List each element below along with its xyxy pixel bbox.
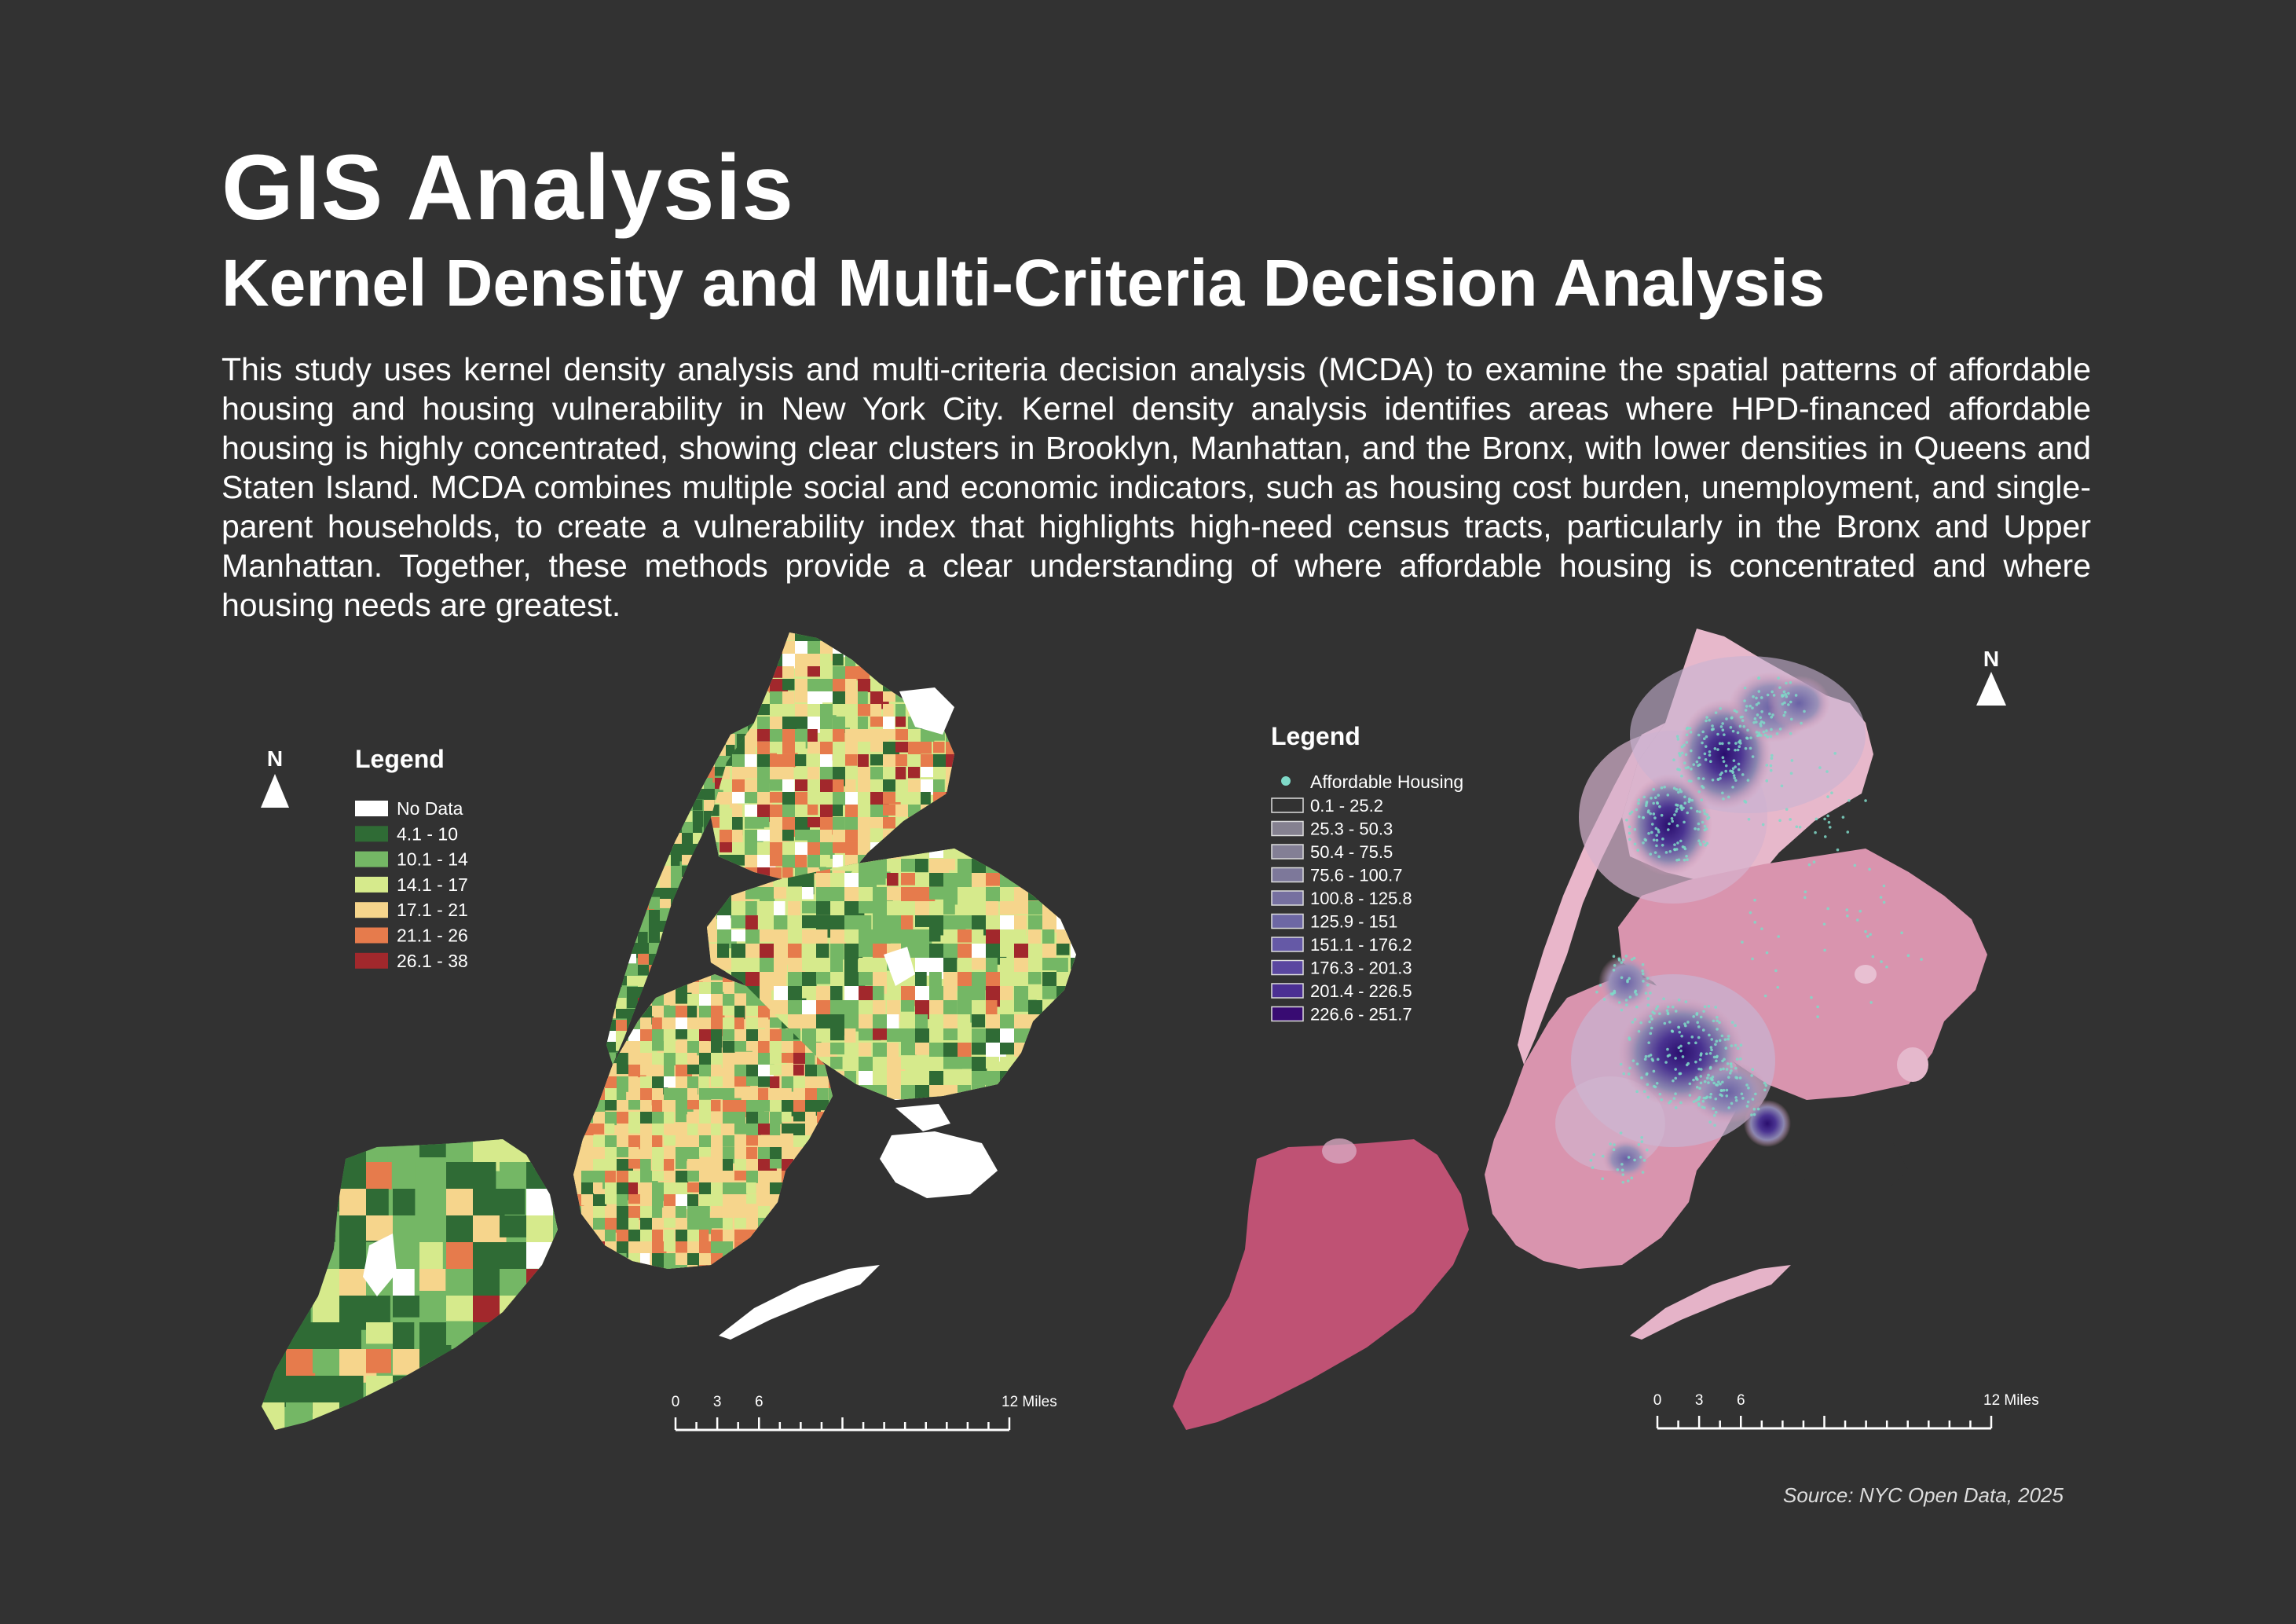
mcda-legend-label: No Data: [397, 798, 463, 819]
kernel-legend-label: 0.1 - 25.2: [1310, 796, 1383, 816]
mcda-legend-swatch: [355, 826, 388, 842]
scale-label: 12 Miles: [1002, 1394, 1057, 1410]
svg-text:N: N: [267, 746, 283, 771]
kernel-legend-label: 226.6 - 251.7: [1310, 1005, 1412, 1025]
source-credit: Source: NYC Open Data, 2025: [1783, 1483, 2063, 1507]
kernel-legend-swatch: [1271, 983, 1304, 999]
jamaica-bay-no-data: [880, 1131, 998, 1198]
mcda-legend-label: 26.1 - 38: [397, 951, 468, 971]
kernel-legend-title: Legend: [1271, 722, 1360, 750]
page-title: GIS Analysis: [222, 136, 795, 240]
kernel-legend-points: Affordable Housing: [1281, 772, 1463, 792]
kernel-legend-swatch: [1271, 890, 1304, 906]
pelham-no-data: [899, 687, 954, 735]
rockaway-no-data: [719, 1265, 880, 1340]
mcda-legend-swatch: [355, 851, 388, 867]
kernel-legend-label: 75.6 - 100.7: [1310, 866, 1402, 885]
kernel-legend-swatch: [1271, 820, 1304, 837]
kernel-legend-label: 50.4 - 75.5: [1310, 842, 1393, 862]
kernel-legend-swatch: [1271, 844, 1304, 860]
scale-label: 3: [1695, 1392, 1704, 1409]
kd-rockaway: [1630, 1265, 1791, 1340]
flushing-no-data: [884, 947, 915, 986]
jfk-no-data: [895, 1104, 950, 1131]
svg-text:Affordable Housing: Affordable Housing: [1310, 772, 1463, 792]
kernel-legend-swatch: [1271, 913, 1304, 929]
mcda-legend: No Data 4.1 - 10 10.1 - 14 14.1 - 17 17.1 - …: [355, 798, 468, 971]
mcda-legend-swatch: [355, 952, 388, 969]
mcda-legend-title: Legend: [355, 745, 445, 773]
mcda-scale-bar: 0 3 6 12 Miles: [672, 1394, 1057, 1432]
kernel-legend-label: 25.3 - 50.3: [1310, 819, 1393, 839]
kd-staten-island: [1173, 1139, 1469, 1430]
scale-label: 3: [713, 1394, 722, 1410]
mcda-legend-swatch: [355, 876, 388, 893]
scale-label: 6: [1737, 1392, 1745, 1409]
kernel-legend-swatch: [1271, 959, 1304, 976]
mcda-legend-swatch: [355, 927, 388, 944]
kernel-legend-swatch: [1271, 797, 1304, 813]
kernel-legend-label: 125.9 - 151: [1310, 912, 1397, 932]
kernel-scale-bar: 0 3 6 12 Miles: [1653, 1392, 2039, 1430]
kernel-legend-swatch: [1271, 867, 1304, 883]
kernel-north-arrow: N: [1976, 647, 2006, 706]
mcda-legend-swatch: [355, 902, 388, 918]
kernel-density-map: [1173, 629, 1987, 1430]
kd-jamaica-bay: [1791, 1131, 1909, 1198]
kernel-legend-label: 151.1 - 176.2: [1310, 935, 1412, 955]
scale-label: 0: [672, 1394, 680, 1410]
mcda-legend-label: 21.1 - 26: [397, 926, 468, 946]
mcda-legend-swatch: [355, 801, 388, 816]
scale-label: 12 Miles: [1983, 1392, 2039, 1409]
kernel-legend-swatch: [1271, 937, 1304, 952]
page-subtitle: Kernel Density and Multi-Criteria Decisi…: [222, 246, 1825, 320]
mcda-legend-label: 14.1 - 17: [397, 874, 468, 895]
scale-label: 0: [1653, 1392, 1662, 1409]
kernel-legend-label: 100.8 - 125.8: [1310, 889, 1412, 908]
kd-manhattan: [1518, 723, 1665, 1065]
affordable-housing-point-icon: [1281, 776, 1291, 786]
kernel-legend-label: 176.3 - 201.3: [1310, 959, 1412, 978]
mcda-north-arrow: N: [261, 746, 289, 808]
description-paragraph: This study uses kernel density analysis …: [222, 351, 2091, 623]
mcda-legend-label: 10.1 - 14: [397, 849, 468, 870]
kernel-legend: 0.1 - 25.2 25.3 - 50.3 50.4 - 75.5 75.6 - 1…: [1271, 796, 1412, 1025]
mcda-legend-label: 4.1 - 10: [397, 823, 458, 844]
mcda-legend-label: 17.1 - 21: [397, 900, 468, 920]
si-landfill-no-data: [363, 1234, 397, 1296]
kernel-legend-label: 201.4 - 226.5: [1310, 981, 1412, 1001]
svg-text:N: N: [1983, 647, 1999, 671]
kernel-legend-swatch: [1271, 1006, 1304, 1022]
scale-label: 6: [755, 1394, 764, 1410]
